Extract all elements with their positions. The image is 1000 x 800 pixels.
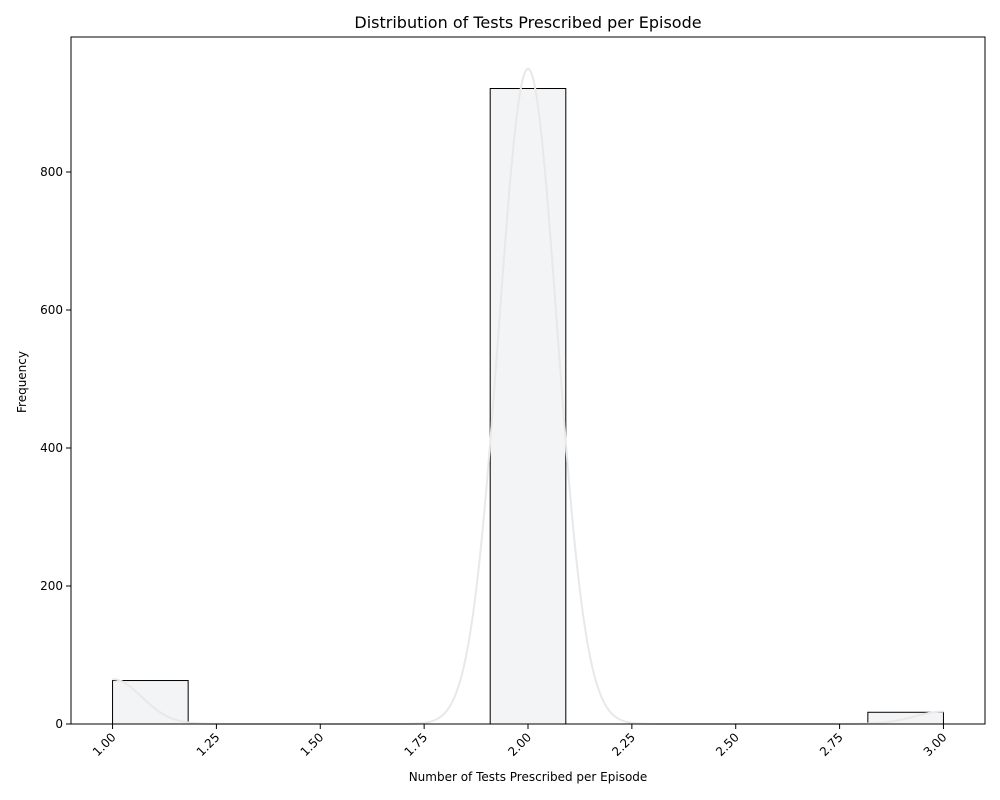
x-tick-label: 1.50 [298, 730, 327, 759]
x-tick-label: 1.25 [194, 730, 223, 759]
y-tick-label: 0 [55, 717, 63, 731]
bars-group [112, 88, 944, 725]
x-tick-label: 2.50 [713, 730, 742, 759]
y-axis-label: Frequency [15, 351, 29, 413]
x-tick-label: 1.75 [401, 730, 430, 759]
y-tick-label: 400 [40, 441, 63, 455]
chart-title: Distribution of Tests Prescribed per Epi… [354, 13, 701, 32]
y-tick-label: 800 [40, 165, 63, 179]
y-tick-label: 600 [40, 303, 63, 317]
x-tick-label: 2.75 [817, 730, 846, 759]
x-tick-label: 2.00 [505, 730, 534, 759]
histogram-bar-0 [112, 680, 189, 725]
x-axis: 1.00 1.25 1.50 1.75 2.00 2.25 2.50 2.75 3.00 [90, 724, 950, 759]
y-axis: 0 200 400 600 800 [40, 165, 71, 731]
x-tick-label: 1.00 [90, 730, 119, 759]
x-tick-label: 3.00 [921, 730, 950, 759]
histogram-bar-1 [489, 88, 567, 725]
x-tick-label: 2.25 [609, 730, 638, 759]
x-axis-label: Number of Tests Prescribed per Episode [409, 770, 648, 784]
y-tick-label: 200 [40, 579, 63, 593]
